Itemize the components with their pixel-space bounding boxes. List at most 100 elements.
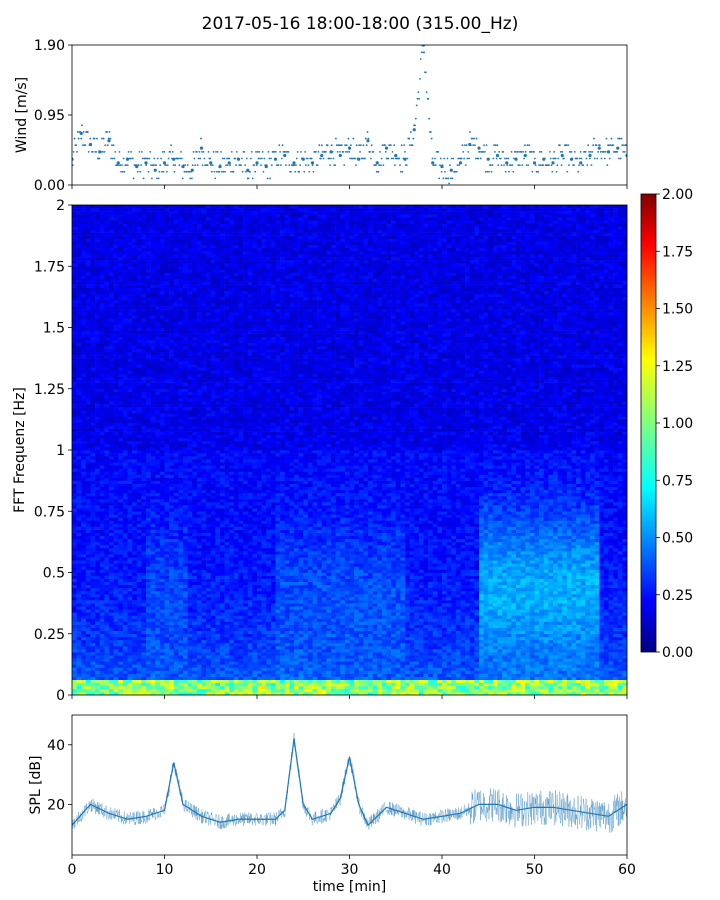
spectrogram-cell (109, 315, 114, 319)
spectrogram-cell (132, 293, 138, 298)
spectrogram-cell (146, 474, 151, 478)
spectrogram-cell (113, 670, 119, 674)
spectrogram-cell (178, 658, 184, 662)
spectrogram-cell (169, 456, 175, 460)
spectrogram-cell (169, 401, 175, 405)
spectrogram-cell (141, 226, 147, 230)
spectrogram-cell (159, 211, 165, 215)
spectrogram-cell (95, 263, 101, 267)
spectrogram-cell (150, 471, 156, 475)
spectrogram-cell (164, 505, 170, 509)
spectrogram-cell (72, 682, 77, 687)
spectrogram-cell (146, 235, 151, 239)
spectrogram-cell (113, 217, 119, 221)
wind-point (144, 161, 148, 165)
spectrogram-cell (187, 370, 193, 374)
spectrogram-cell (141, 284, 147, 288)
spectrogram-cell (81, 293, 87, 298)
wind-sample-point (111, 157, 114, 160)
spectrogram-cell (122, 649, 128, 653)
spectrogram-cell (118, 241, 124, 246)
spectrogram-cell (85, 664, 91, 668)
spectrogram-cell (76, 373, 82, 377)
wind-sample-point (153, 157, 156, 160)
spectrogram-cell (113, 272, 119, 276)
spectrogram-cell (76, 312, 82, 316)
spectrogram-cell (95, 465, 101, 469)
spectrogram-cell (132, 480, 138, 484)
spectrogram-cell (136, 364, 142, 368)
spectrogram-cell (113, 324, 119, 328)
spectrogram-cell (104, 254, 110, 258)
spectrogram-cell (104, 597, 110, 601)
spectrogram-cell (141, 446, 147, 451)
spectrogram-cell (159, 296, 165, 301)
wind-sample-point (142, 177, 145, 180)
spectrogram-cell (113, 664, 119, 668)
spectrogram-cell (178, 587, 184, 592)
spectrogram-cell (127, 621, 133, 625)
spectrogram-cell (146, 385, 151, 390)
spectrogram-cell (187, 342, 193, 347)
spectrogram-cell (155, 667, 161, 671)
spectrogram-cell (136, 278, 142, 282)
spectrogram-cell (132, 299, 138, 304)
spectrogram-cell (164, 627, 170, 631)
spectrogram-cell (122, 523, 128, 527)
spectrogram-cell (159, 526, 165, 530)
spectrogram-cell (132, 453, 138, 457)
spectrogram-cell (183, 223, 188, 227)
spectrogram-cell (146, 275, 151, 279)
spectrogram-cell (72, 419, 77, 423)
spectrogram-cell (164, 296, 170, 301)
spectrogram-cell (118, 404, 124, 408)
spectrogram-cell (95, 214, 101, 218)
spectrogram-cell (141, 471, 147, 475)
spectrogram-cell (90, 511, 96, 515)
spectrogram-cell (146, 649, 151, 653)
spectrogram-cell (146, 260, 151, 264)
spectrogram-cell (113, 575, 119, 579)
spectrogram-cell (122, 502, 128, 506)
spectrogram-cell (183, 544, 188, 549)
wind-point (606, 150, 611, 154)
spectrogram-cell (109, 685, 114, 690)
spectrogram-cell (150, 456, 156, 460)
spectrogram-cell (118, 526, 124, 530)
spectrogram-cell (146, 587, 151, 592)
wind-point (116, 161, 120, 165)
spectrogram-cell (155, 431, 161, 435)
wind-sample-point (305, 164, 307, 167)
spectrogram-cell (118, 257, 124, 261)
wind-sample-point (79, 131, 82, 133)
spectrogram-cell (164, 321, 170, 325)
spectrogram-cell (95, 646, 101, 650)
spectrogram-cell (99, 544, 105, 549)
spectrogram-cell (81, 572, 87, 576)
spectrogram-cell (104, 508, 110, 512)
spectrogram-cell (113, 345, 119, 350)
spectrogram-cell (90, 569, 96, 573)
spectrogram-cell (159, 232, 165, 236)
spectrogram-cell (141, 606, 147, 610)
spectrogram-cell (127, 646, 133, 650)
spectrogram-cell (164, 581, 170, 586)
spectrogram-cell (104, 321, 110, 325)
spectrogram-cell (146, 229, 151, 233)
spectrogram-cell (132, 538, 138, 543)
wind-sample-point (347, 137, 350, 140)
spectrogram-cell (127, 560, 133, 564)
spectrogram-cell (192, 624, 198, 628)
spectrogram-cell (141, 483, 147, 488)
spectrogram-cell (164, 630, 170, 635)
spectrogram-cell (173, 618, 179, 622)
spectrogram-cell (183, 413, 188, 417)
spectrogram-cell (155, 404, 161, 408)
wind-sample-point (399, 170, 402, 173)
spectrogram-cell (155, 385, 161, 390)
spectrogram-cell (146, 624, 151, 628)
spectrogram-cell (99, 318, 105, 322)
spectrogram-cell (113, 474, 119, 478)
wind-sample-point (379, 150, 381, 153)
spectrogram-cell (173, 401, 179, 405)
